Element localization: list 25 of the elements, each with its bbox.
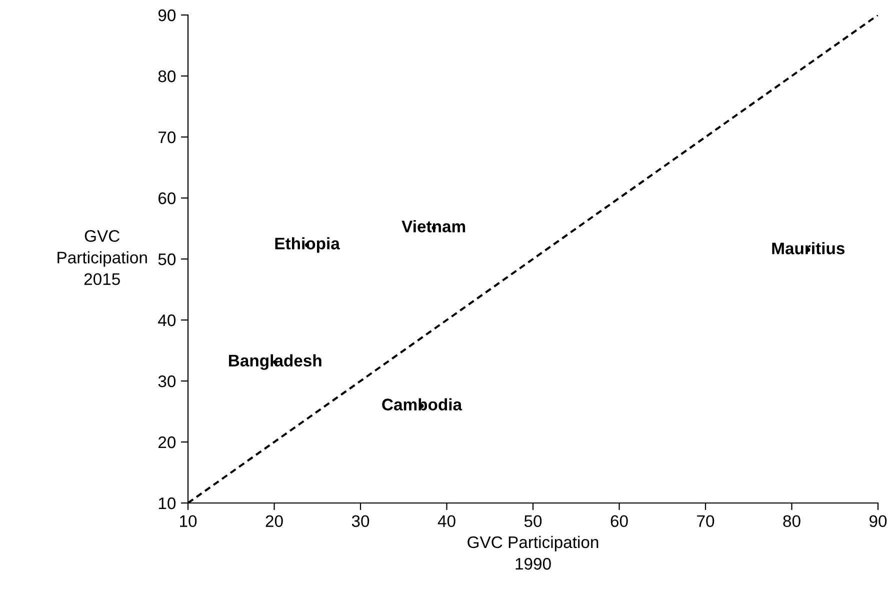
y-tick-label: 50 xyxy=(158,253,176,266)
series-label: Mauritius xyxy=(772,242,844,254)
x-tick-label: 30 xyxy=(352,515,370,528)
x-tick-label: 40 xyxy=(438,515,456,528)
y-tick-label: 20 xyxy=(158,436,176,448)
x-tick-label: 20 xyxy=(266,515,283,528)
x-tick-label: 70 xyxy=(697,515,714,528)
y-tick-label: 70 xyxy=(158,131,176,144)
x-tick-label: 10 xyxy=(180,515,197,528)
x-axis-title: GVC Participation 1990 xyxy=(468,536,598,570)
y-tick-label: 10 xyxy=(158,497,176,510)
y-tick-label: 30 xyxy=(158,375,176,388)
x-tick-label: 80 xyxy=(783,515,800,528)
series-label: Ethiopia xyxy=(275,237,340,253)
series-label: Bangladesh xyxy=(229,354,322,370)
y-axis-title: GVC Participation 2015 xyxy=(58,230,147,286)
y-tick-label: 90 xyxy=(158,9,176,22)
x-tick-label: 60 xyxy=(610,515,628,528)
y-tick-label: 40 xyxy=(158,314,176,326)
x-tick-label: 50 xyxy=(524,515,542,528)
series-label: Cambodia xyxy=(382,398,462,410)
x-tick-label: 90 xyxy=(870,515,887,528)
series-label: Vietnam xyxy=(402,220,466,232)
y-tick-label: 80 xyxy=(158,70,176,82)
y-tick-label: 60 xyxy=(158,192,176,204)
